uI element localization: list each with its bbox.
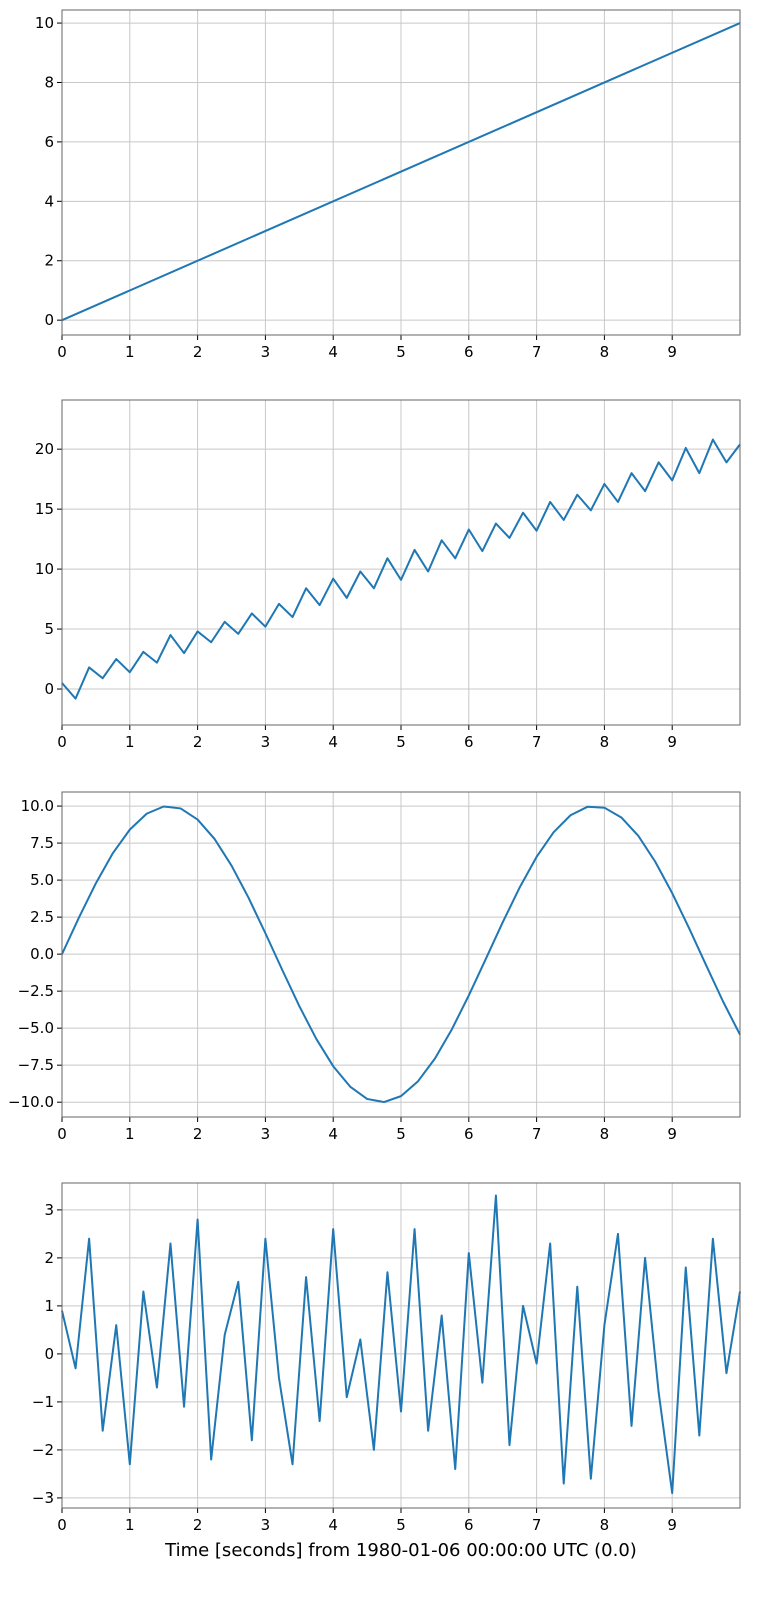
plot-frame (61, 791, 741, 1118)
y-tick-label: 2 (44, 252, 54, 270)
x-tick-label: 7 (532, 1516, 542, 1534)
x-tick-label: 2 (193, 343, 203, 361)
x-tick-label: 4 (328, 1516, 338, 1534)
x-tick-label: 9 (667, 343, 677, 361)
x-tick-label: 8 (600, 733, 610, 751)
y-tick-label: 10 (35, 14, 54, 32)
y-tick-label: 7.5 (30, 834, 54, 852)
x-tick-label: 5 (396, 733, 406, 751)
x-tick-label: 1 (125, 733, 135, 751)
data-line (61, 805, 741, 1104)
y-tick-label: 15 (35, 500, 54, 518)
y-tick-label: 5.0 (30, 871, 54, 889)
y-tick-label: 10 (35, 560, 54, 578)
y-tick-label: 1 (44, 1297, 54, 1315)
y-tick-label: −10.0 (8, 1093, 54, 1111)
y-tick-label: −2 (32, 1441, 54, 1459)
x-tick-label: 7 (532, 343, 542, 361)
y-tick-label: −3 (32, 1489, 54, 1507)
y-tick-label: 8 (44, 73, 54, 91)
x-tick-label: 6 (464, 1516, 474, 1534)
x-tick-label: 5 (396, 1516, 406, 1534)
x-tick-label: 0 (57, 1125, 67, 1143)
x-tick-label: 2 (193, 1125, 203, 1143)
y-tick-label: −1 (32, 1393, 54, 1411)
x-tick-label: 8 (600, 1516, 610, 1534)
x-tick-label: 3 (261, 1125, 271, 1143)
plot-frame (61, 1182, 741, 1509)
x-tick-label: 1 (125, 1125, 135, 1143)
x-tick-label: 3 (261, 343, 271, 361)
x-tick-label: 0 (57, 1516, 67, 1534)
x-tick-label: 9 (667, 1125, 677, 1143)
y-tick-label: −5.0 (18, 1019, 54, 1037)
x-tick-label: 0 (57, 733, 67, 751)
y-tick-label: 5 (44, 620, 54, 638)
x-axis-label: Time [seconds] from 1980-01-06 00:00:00 … (164, 1540, 637, 1561)
y-tick-label: 0 (44, 680, 54, 698)
x-tick-label: 1 (125, 343, 135, 361)
plot-frame (61, 399, 741, 726)
x-tick-label: 1 (125, 1516, 135, 1534)
x-tick-label: 4 (328, 1125, 338, 1143)
x-tick-label: 3 (261, 1516, 271, 1534)
y-tick-label: 2.5 (30, 908, 54, 926)
x-tick-label: 8 (600, 343, 610, 361)
x-tick-label: 6 (464, 1125, 474, 1143)
y-tick-label: 0 (44, 1345, 54, 1363)
x-tick-label: 5 (396, 343, 406, 361)
x-tick-label: 0 (57, 343, 67, 361)
y-tick-label: 2 (44, 1249, 54, 1267)
y-tick-label: 4 (44, 192, 54, 210)
y-tick-label: −2.5 (18, 982, 54, 1000)
data-line (61, 1194, 741, 1495)
y-tick-label: 6 (44, 133, 54, 151)
y-tick-label: 0.0 (30, 945, 54, 963)
x-tick-label: 4 (328, 343, 338, 361)
x-tick-label: 9 (667, 733, 677, 751)
x-tick-label: 2 (193, 1516, 203, 1534)
y-tick-label: 10.0 (21, 797, 54, 815)
x-tick-label: 6 (464, 343, 474, 361)
y-tick-label: −7.5 (18, 1056, 54, 1074)
y-tick-label: 3 (44, 1201, 54, 1219)
x-tick-label: 2 (193, 733, 203, 751)
data-line (61, 22, 741, 322)
x-tick-label: 4 (328, 733, 338, 751)
x-tick-label: 9 (667, 1516, 677, 1534)
x-tick-label: 6 (464, 733, 474, 751)
x-tick-label: 7 (532, 733, 542, 751)
x-tick-label: 5 (396, 1125, 406, 1143)
y-tick-label: 20 (35, 440, 54, 458)
x-tick-label: 3 (261, 733, 271, 751)
data-line (61, 438, 741, 700)
y-tick-label: 0 (44, 311, 54, 329)
x-tick-label: 7 (532, 1125, 542, 1143)
plot-frame (61, 9, 741, 336)
x-tick-label: 8 (600, 1125, 610, 1143)
